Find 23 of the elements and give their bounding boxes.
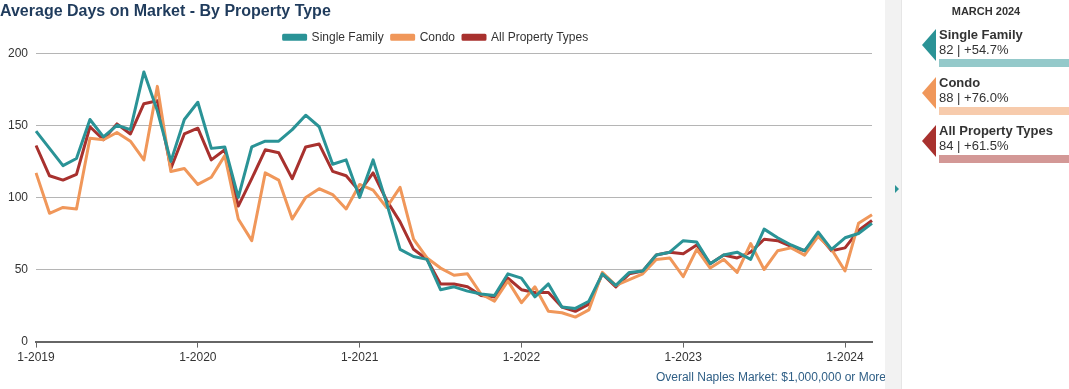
legend-label: Single Family <box>311 29 384 44</box>
y-tick-label: 200 <box>7 45 29 60</box>
y-tick-label: 0 <box>21 333 29 348</box>
text: Single Family <box>939 27 1023 42</box>
x-tick-label: 1-2024 <box>826 350 865 365</box>
text: Condo <box>939 75 981 90</box>
x-tick-label: 1-2019 <box>17 350 56 365</box>
text: 88 | +76.0% <box>939 90 1009 105</box>
chart-title: Average Days on Market - By Property Type <box>0 2 331 20</box>
text: All Property Types <box>939 123 1053 138</box>
text: 84 | +61.5% <box>939 138 1009 153</box>
text: MARCH 2024 <box>950 5 1022 17</box>
text: 82 | +54.7% <box>939 42 1009 57</box>
x-tick-label: 1-2023 <box>664 350 703 365</box>
text: Overall Naples Market: $1,000,000 or More <box>654 370 886 384</box>
y-tick-label: 50 <box>14 261 29 276</box>
legend-label: Condo <box>419 29 456 44</box>
y-tick-label: 100 <box>7 189 29 204</box>
legend-label: All Property Types <box>491 29 589 44</box>
x-tick-label: 1-2021 <box>340 350 379 365</box>
y-tick-label: 150 <box>7 117 29 132</box>
x-tick-label: 1-2020 <box>179 350 217 365</box>
x-tick-label: 1-2022 <box>502 350 541 365</box>
